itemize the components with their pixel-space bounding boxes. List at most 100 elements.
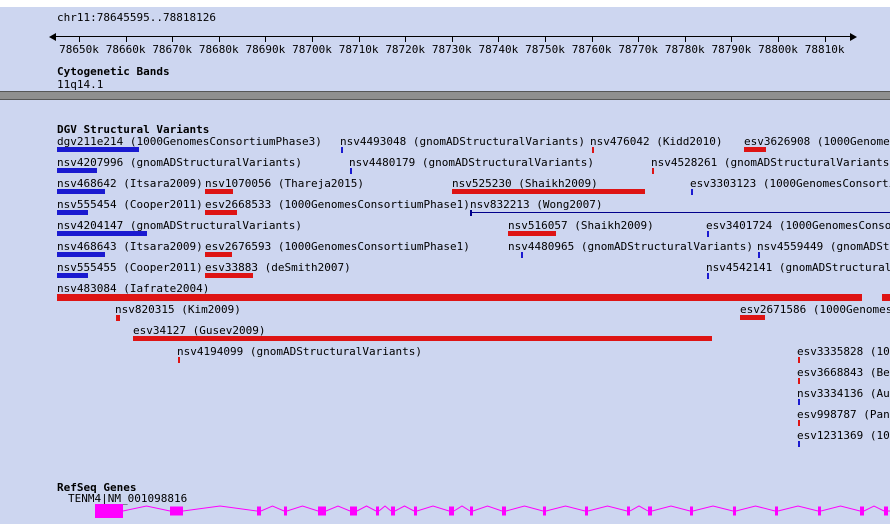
variant-label[interactable]: esv3335828 (1000GenomesConsortiumPhase3) [797, 345, 890, 358]
variant-label[interactable]: nsv483084 (Iafrate2004) [57, 282, 210, 295]
exon-box[interactable] [414, 506, 417, 516]
variant-label[interactable]: esv2668533 (1000GenomesConsortiumPhase1) [205, 198, 470, 211]
variant-bar[interactable] [521, 252, 523, 258]
variant-bar[interactable] [205, 273, 253, 278]
variant-bar[interactable] [57, 189, 105, 194]
variant-bar[interactable] [652, 168, 654, 174]
variant-bar[interactable] [452, 189, 645, 194]
variant-label[interactable]: esv3303123 (1000GenomesConsortiumPhase3) [690, 177, 890, 190]
variant-label[interactable]: esv2671586 (1000GenomesConsortiumPhase1) [740, 303, 890, 316]
variant-label[interactable]: esv3401724 (1000GenomesConsortiumPhase3) [706, 219, 890, 232]
exon-box[interactable] [284, 506, 287, 516]
ruler-tick-label: 78710k [338, 43, 379, 56]
variant-bar[interactable] [508, 231, 556, 236]
variant-bar[interactable] [116, 315, 120, 321]
exon-box[interactable] [502, 506, 506, 516]
cytogenetic-bands-title: Cytogenetic Bands [57, 65, 170, 78]
variant-bar[interactable] [470, 210, 472, 216]
variant-label[interactable]: nsv4480179 (gnomADStructuralVariants) [349, 156, 595, 169]
variant-bar[interactable] [798, 378, 800, 384]
variant-bar[interactable] [798, 441, 800, 447]
variant-label[interactable]: esv998787 (Pang2010) [797, 408, 890, 421]
exon-box[interactable] [884, 506, 888, 516]
variant-label[interactable]: nsv3334136 (Audano2019) [797, 387, 890, 400]
exon-box[interactable] [318, 506, 326, 516]
gene-glyph[interactable] [0, 500, 890, 524]
variant-label[interactable]: nsv4207996 (gnomADStructuralVariants) [57, 156, 303, 169]
variant-bar[interactable] [798, 399, 800, 405]
variant-bar[interactable] [205, 210, 237, 215]
exon-box[interactable] [449, 506, 454, 516]
variant-bar[interactable] [350, 168, 352, 174]
exon-box[interactable] [733, 506, 736, 516]
variant-bar[interactable] [57, 168, 97, 173]
exon-box[interactable] [690, 506, 693, 516]
variant-label[interactable]: esv3626908 (1000GenomesConsortiumPhase3) [744, 135, 890, 148]
variant-bar[interactable] [592, 147, 594, 153]
variant-label[interactable]: dgv211e214 (1000GenomesConsortiumPhase3) [57, 135, 322, 148]
variant-bar[interactable] [57, 252, 105, 257]
variant-bar[interactable] [707, 273, 709, 279]
variant-bar[interactable] [178, 357, 180, 363]
variant-bar[interactable] [205, 252, 232, 257]
variant-label[interactable]: esv2676593 (1000GenomesConsortiumPhase1) [205, 240, 470, 253]
variant-label[interactable]: nsv468642 (Itsara2009) [57, 177, 203, 190]
variant-label[interactable]: esv34127 (Gusev2009) [133, 324, 266, 337]
variant-bar[interactable] [691, 189, 693, 195]
variant-bar[interactable] [744, 147, 766, 152]
variant-label[interactable]: esv33883 (deSmith2007) [205, 261, 351, 274]
variant-label[interactable]: nsv4194099 (gnomADStructuralVariants) [177, 345, 423, 358]
variant-label[interactable]: nsv820315 (Kim2009) [115, 303, 241, 316]
exon-box[interactable] [648, 506, 652, 516]
exon-box[interactable] [391, 506, 395, 516]
variant-bar[interactable] [470, 212, 890, 213]
variant-label[interactable]: nsv555455 (Cooper2011) [57, 261, 203, 274]
variant-label[interactable]: nsv476042 (Kidd2010) [590, 135, 723, 148]
variant-bar[interactable] [758, 252, 760, 258]
variant-label[interactable]: nsv1070056 (Thareja2015) [205, 177, 364, 190]
variant-bar[interactable] [57, 273, 88, 278]
variant-label[interactable]: esv1231369 (1000GenomesConsortiumPilot) [797, 429, 890, 442]
variant-bar[interactable] [798, 420, 800, 426]
exon-box[interactable] [470, 506, 473, 516]
exon-box[interactable] [818, 506, 821, 516]
exon-box[interactable] [95, 504, 123, 518]
variant-bar[interactable] [133, 336, 712, 341]
variant-label[interactable]: nsv555454 (Cooper2011) [57, 198, 203, 211]
variant-label[interactable]: nsv4480965 (gnomADStructuralVariants) [508, 240, 754, 253]
variant-bar[interactable] [57, 210, 88, 215]
exon-box[interactable] [585, 506, 588, 516]
variant-bar[interactable] [798, 357, 800, 363]
variant-label[interactable]: nsv4542141 (gnomADStructuralVariants) [706, 261, 890, 274]
cytoband-name: 11q14.1 [57, 78, 104, 91]
variant-bar[interactable] [740, 315, 765, 320]
ruler-tick-label: 78700k [292, 43, 332, 56]
variant-label[interactable]: nsv516057 (Shaikh2009) [508, 219, 654, 232]
variant-label[interactable]: nsv4204147 (gnomADStructuralVariants) [57, 219, 303, 232]
gene-name-label[interactable]: TENM4|NM_001098816 [68, 492, 188, 505]
variant-bar[interactable] [57, 231, 147, 236]
variant-bar[interactable] [205, 189, 233, 194]
variant-bar[interactable] [341, 147, 343, 153]
variant-bar[interactable] [57, 147, 139, 152]
variant-bar[interactable] [57, 294, 862, 301]
exon-box[interactable] [543, 506, 546, 516]
variant-bar[interactable] [882, 294, 890, 301]
variant-label[interactable]: esv3668843 (Bes [797, 366, 890, 379]
variant-bar[interactable] [707, 231, 709, 237]
variant-label[interactable]: nsv525230 (Shaikh2009) [452, 177, 598, 190]
exon-box[interactable] [376, 506, 379, 516]
exon-box[interactable] [860, 506, 864, 516]
variant-label[interactable]: nsv4559449 (gnomADStructuralVariants) [757, 240, 890, 253]
exon-box[interactable] [257, 506, 261, 516]
variant-label[interactable]: nsv4493048 (gnomADStructuralVariants) [340, 135, 586, 148]
exon-box[interactable] [350, 506, 357, 516]
top-strip [0, 0, 890, 7]
exon-box[interactable] [627, 506, 630, 516]
exon-box[interactable] [775, 506, 778, 516]
variant-label[interactable]: nsv832213 (Wong2007) [470, 198, 603, 211]
variant-label[interactable]: nsv468643 (Itsara2009) [57, 240, 203, 253]
variant-label[interactable]: nsv4528261 (gnomADStructuralVariants) [651, 156, 890, 169]
exon-box[interactable] [170, 506, 183, 516]
